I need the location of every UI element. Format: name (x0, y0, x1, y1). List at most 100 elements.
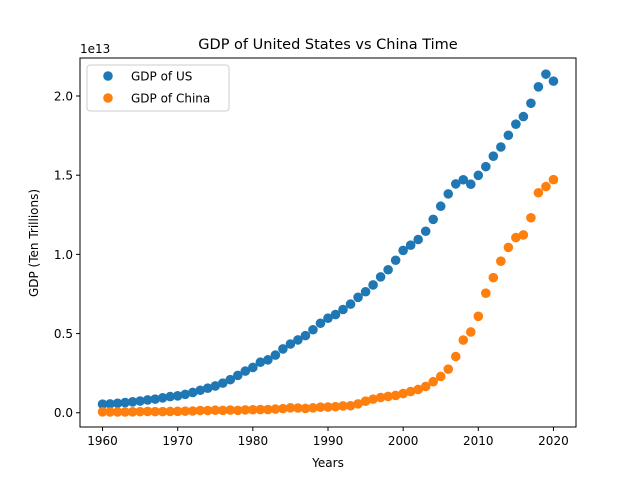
china-point (368, 394, 378, 404)
x-tick-label: 2010 (463, 434, 494, 448)
x-tick-label: 2020 (538, 434, 569, 448)
us-point (233, 370, 243, 381)
series-us (97, 69, 559, 409)
y-axis-label: GDP (Ten Trillions) (27, 189, 41, 297)
china-point (300, 403, 311, 414)
us-point (135, 396, 145, 406)
us-point (315, 318, 326, 329)
us-point (405, 240, 416, 250)
legend: GDP of US GDP of China (86, 64, 230, 112)
china-point (195, 405, 206, 416)
china-point (112, 407, 123, 417)
y-tick-label: 0.0 (54, 406, 73, 420)
us-point (270, 350, 281, 360)
china-point (150, 406, 160, 417)
us-point (390, 255, 401, 266)
us-point (263, 355, 273, 365)
us-point (481, 161, 491, 172)
us-point (225, 374, 236, 385)
us-point (473, 170, 484, 181)
us-point (248, 362, 258, 373)
china-point (308, 403, 318, 413)
legend-box (86, 64, 230, 112)
us-point (503, 130, 514, 141)
china-point (511, 232, 521, 243)
china-point (488, 272, 499, 283)
us-point (383, 264, 393, 275)
china-point (278, 403, 288, 414)
china-point (503, 242, 514, 253)
x-tick-label: 1970 (162, 434, 193, 448)
legend-marker-us (103, 71, 113, 81)
china-point (541, 181, 551, 192)
legend-label-us: GDP of US (131, 70, 192, 84)
china-point (428, 376, 439, 387)
china-point (180, 406, 191, 416)
china-point (263, 404, 273, 415)
us-point (308, 324, 318, 335)
us-point (526, 98, 536, 109)
china-point (435, 371, 446, 382)
china-point (473, 311, 484, 322)
china-point (187, 406, 198, 416)
us-point (368, 280, 378, 290)
legend-label-china: GDP of China (131, 92, 210, 106)
china-point (315, 402, 326, 413)
china-point (323, 402, 333, 412)
china-point (97, 407, 108, 417)
us-point (435, 201, 446, 212)
us-point (548, 76, 559, 86)
china-point (398, 388, 408, 399)
china-point (518, 230, 529, 240)
chart-title: GDP of United States vs China Time (198, 37, 457, 53)
us-point (398, 245, 408, 256)
us-point (150, 394, 160, 404)
china-point (165, 406, 175, 417)
china-point (248, 404, 258, 415)
china-point (465, 327, 476, 337)
us-point (180, 389, 191, 400)
us-point (375, 272, 386, 282)
us-point (120, 397, 130, 408)
china-point (330, 401, 341, 412)
us-point (112, 398, 123, 409)
china-point (202, 405, 213, 416)
china-point (420, 381, 431, 392)
china-point (105, 407, 115, 417)
china-point (120, 407, 130, 417)
us-point (450, 179, 461, 189)
x-tick-label: 2000 (388, 434, 419, 448)
y-tick-label: 1.5 (54, 169, 73, 183)
us-point (240, 366, 251, 376)
us-point (353, 292, 363, 303)
us-point (293, 335, 303, 345)
china-point (225, 405, 236, 415)
china-point (157, 406, 168, 417)
us-point (488, 151, 499, 161)
us-point (458, 174, 469, 185)
china-point (360, 396, 371, 406)
china-point (233, 405, 243, 416)
china-point (240, 405, 251, 415)
china-point (127, 407, 138, 417)
us-point (465, 179, 476, 190)
china-point (383, 391, 393, 402)
china-point (338, 401, 348, 411)
us-point (172, 391, 183, 401)
china-point (172, 406, 183, 417)
china-point (526, 212, 536, 223)
us-point (511, 119, 521, 129)
us-point (420, 226, 431, 237)
us-point (202, 383, 213, 394)
us-point (330, 309, 341, 320)
china-point (548, 174, 559, 185)
china-point (345, 400, 356, 411)
us-point (533, 82, 544, 92)
us-point (285, 339, 296, 349)
legend-marker-china (103, 93, 113, 103)
us-point (187, 387, 198, 398)
china-point (375, 392, 386, 403)
china-point (255, 404, 266, 415)
china-point (142, 406, 153, 417)
